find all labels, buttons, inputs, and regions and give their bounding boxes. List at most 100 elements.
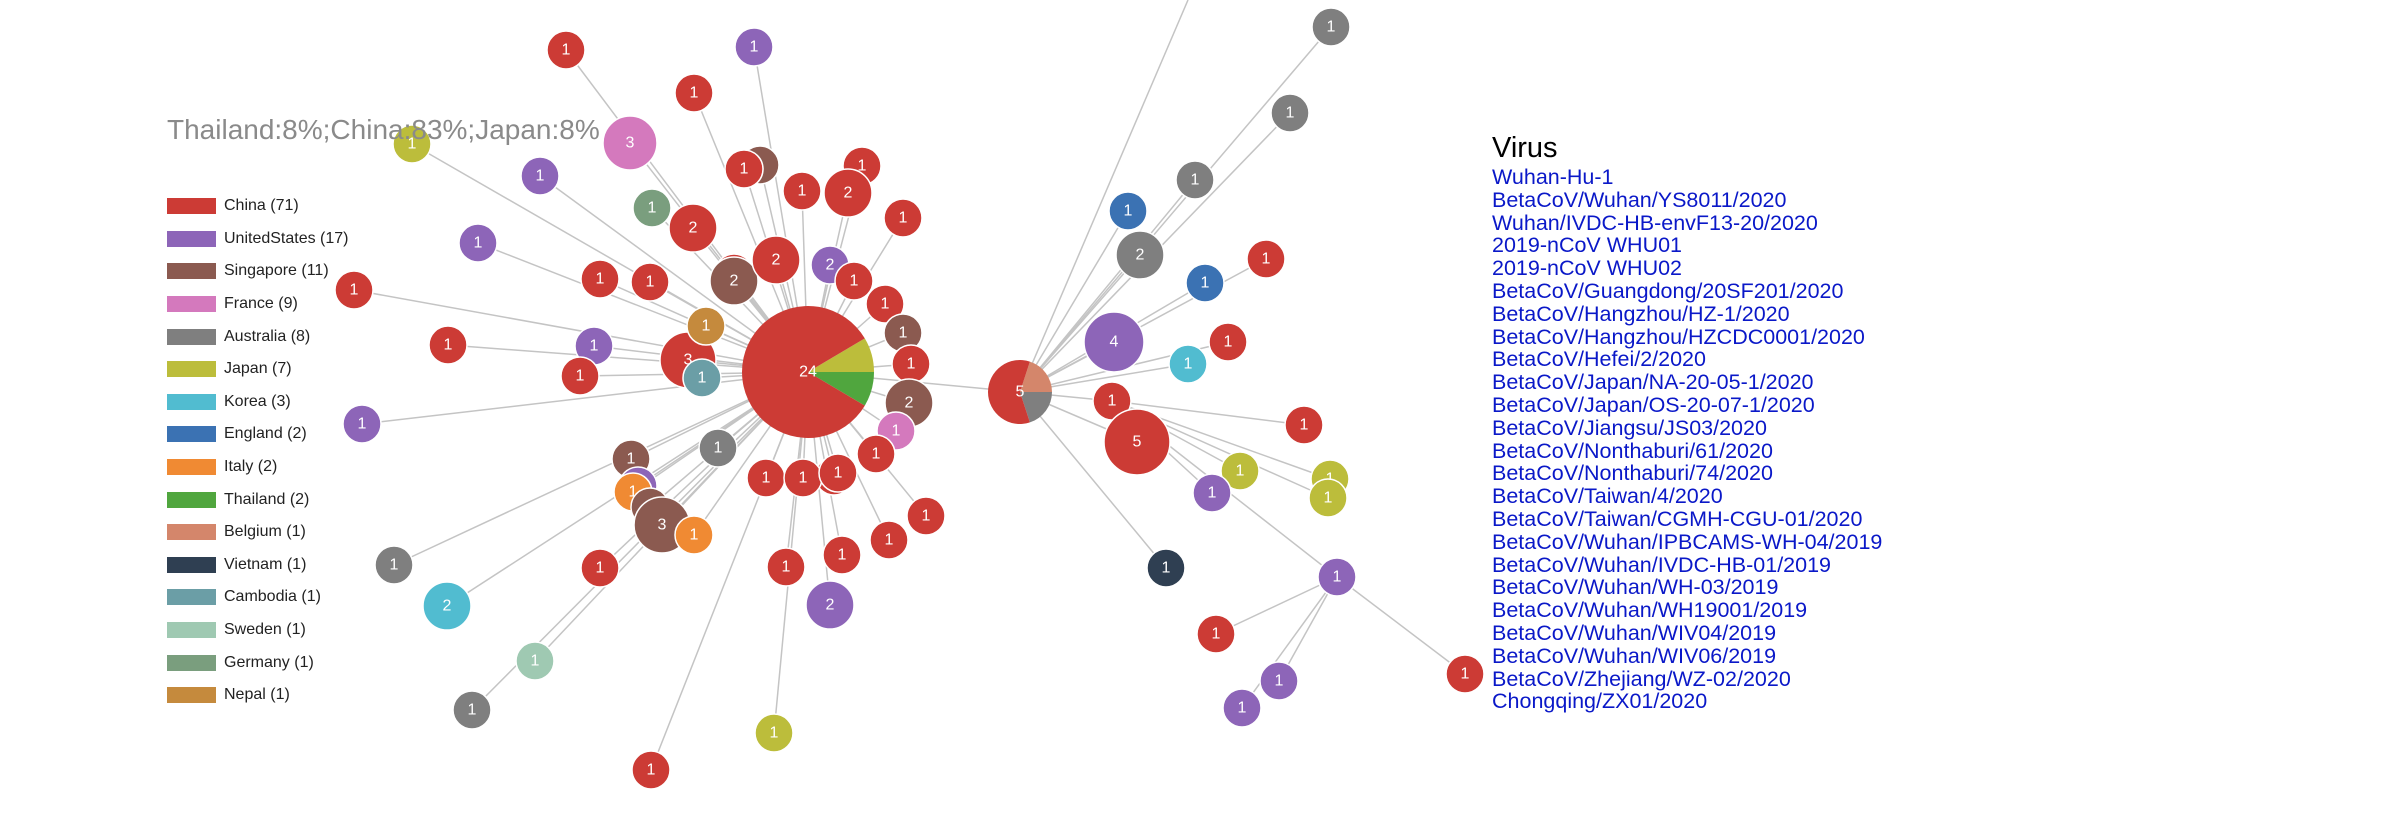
- node-circle[interactable]: [682, 358, 722, 398]
- haplotype-node[interactable]: 1: [1317, 557, 1357, 597]
- haplotype-node[interactable]: 5: [1103, 408, 1171, 476]
- haplotype-node[interactable]: 1: [746, 458, 786, 498]
- virus-item[interactable]: BetaCoV/Japan/NA-20-05-1/2020: [1492, 370, 1814, 395]
- node-circle[interactable]: [520, 156, 560, 196]
- haplotype-node[interactable]: 1: [1284, 405, 1324, 445]
- node-circle[interactable]: [580, 548, 620, 588]
- haplotype-node[interactable]: 1: [734, 27, 774, 67]
- node-circle[interactable]: [823, 168, 873, 218]
- node-circle[interactable]: [422, 581, 472, 631]
- haplotype-node[interactable]: 2: [422, 581, 472, 631]
- haplotype-node[interactable]: 4: [1083, 311, 1145, 373]
- haplotype-node[interactable]: 1: [1308, 478, 1348, 518]
- haplotype-node[interactable]: 1: [1270, 93, 1310, 133]
- node-circle[interactable]: [1220, 451, 1260, 491]
- virus-item[interactable]: BetaCoV/Nonthaburi/74/2020: [1492, 461, 1773, 486]
- node-circle[interactable]: [428, 325, 468, 365]
- node-circle[interactable]: [674, 515, 714, 555]
- haplotype-node[interactable]: 1: [754, 713, 794, 753]
- node-circle[interactable]: [334, 270, 374, 310]
- haplotype-node[interactable]: 1: [674, 515, 714, 555]
- haplotype-node[interactable]: 1: [906, 496, 946, 536]
- haplotype-node[interactable]: 1: [428, 325, 468, 365]
- virus-item[interactable]: BetaCoV/Wuhan/WH-03/2019: [1492, 575, 1779, 600]
- node-circle[interactable]: [452, 690, 492, 730]
- haplotype-node[interactable]: 1: [724, 149, 764, 189]
- node-circle[interactable]: [709, 256, 759, 306]
- haplotype-node[interactable]: 1: [560, 356, 600, 396]
- haplotype-node[interactable]: 3: [602, 115, 658, 171]
- haplotype-node[interactable]: 1: [1259, 661, 1299, 701]
- virus-item[interactable]: BetaCoV/Wuhan/IVDC-HB-01/2019: [1492, 552, 1832, 577]
- node-circle[interactable]: [766, 547, 806, 587]
- node-circle[interactable]: [856, 434, 896, 474]
- virus-item[interactable]: BetaCoV/Wuhan/YS8011/2020: [1492, 187, 1787, 212]
- haplotype-node[interactable]: 1: [580, 548, 620, 588]
- virus-item[interactable]: 2019-nCoV WHU02: [1492, 256, 1683, 281]
- node-circle[interactable]: [883, 198, 923, 238]
- haplotype-node[interactable]: 1: [1092, 381, 1132, 421]
- haplotype-node[interactable]: 2: [751, 235, 801, 285]
- node-circle[interactable]: [1308, 478, 1348, 518]
- haplotype-node[interactable]: 1: [374, 545, 414, 585]
- node-circle[interactable]: [674, 73, 714, 113]
- haplotype-node[interactable]: 1: [698, 428, 738, 468]
- haplotype-node[interactable]: 1: [1185, 263, 1225, 303]
- node-circle[interactable]: [630, 262, 670, 302]
- haplotype-node[interactable]: 1: [458, 223, 498, 263]
- haplotype-node[interactable]: 1: [1311, 7, 1351, 47]
- virus-item[interactable]: Chongqing/ZX01/2020: [1492, 689, 1708, 714]
- node-circle[interactable]: [822, 535, 862, 575]
- virus-item[interactable]: BetaCoV/Taiwan/CGMH-CGU-01/2020: [1492, 506, 1863, 531]
- node-circle[interactable]: [724, 149, 764, 189]
- virus-item[interactable]: BetaCoV/Wuhan/WIV06/2019: [1492, 643, 1777, 668]
- node-circle[interactable]: [546, 30, 586, 70]
- node-circle[interactable]: [782, 171, 822, 211]
- virus-item[interactable]: Wuhan/IVDC-HB-envF13-20/2020: [1492, 210, 1818, 235]
- node-circle[interactable]: [869, 520, 909, 560]
- haplotype-node[interactable]: 1: [1108, 191, 1148, 231]
- haplotype-node[interactable]: 1: [452, 690, 492, 730]
- haplotype-node[interactable]: 1: [1192, 473, 1232, 513]
- virus-item[interactable]: BetaCoV/Nonthaburi/61/2020: [1492, 438, 1773, 463]
- node-circle[interactable]: [1246, 239, 1286, 279]
- node-circle[interactable]: [1103, 408, 1171, 476]
- haplotype-node[interactable]: 1: [865, 284, 905, 324]
- haplotype-node[interactable]: 1: [630, 262, 670, 302]
- haplotype-node[interactable]: 1: [1220, 451, 1260, 491]
- haplotype-node[interactable]: 1: [869, 520, 909, 560]
- node-circle[interactable]: [632, 188, 672, 228]
- node-circle[interactable]: [751, 235, 801, 285]
- haplotype-node[interactable]: 1: [1246, 239, 1286, 279]
- node-circle[interactable]: [1168, 344, 1208, 384]
- node-circle[interactable]: [1259, 661, 1299, 701]
- node-circle[interactable]: [1115, 230, 1165, 280]
- haplotype-node[interactable]: 1: [515, 641, 555, 681]
- node-circle[interactable]: [374, 545, 414, 585]
- haplotype-node[interactable]: 2: [805, 580, 855, 630]
- virus-item[interactable]: BetaCoV/Wuhan/IPBCAMS-WH-04/2019: [1492, 529, 1883, 554]
- haplotype-node[interactable]: 1: [891, 344, 931, 384]
- node-circle[interactable]: [1208, 322, 1248, 362]
- haplotype-node[interactable]: 1: [883, 198, 923, 238]
- haplotype-node[interactable]: 1: [818, 453, 858, 493]
- haplotype-node[interactable]: 1: [682, 358, 722, 398]
- node-circle[interactable]: [1445, 654, 1485, 694]
- node-circle[interactable]: [754, 713, 794, 753]
- haplotype-node[interactable]: 1: [520, 156, 560, 196]
- node-circle[interactable]: [1317, 557, 1357, 597]
- haplotype-node[interactable]: 1: [674, 73, 714, 113]
- haplotype-node[interactable]: 1: [766, 547, 806, 587]
- node-circle[interactable]: [686, 306, 726, 346]
- haplotype-node[interactable]: 1: [334, 270, 374, 310]
- haplotype-node[interactable]: 2: [823, 168, 873, 218]
- haplotype-node[interactable]: 1: [1175, 160, 1215, 200]
- node-circle[interactable]: [1108, 191, 1148, 231]
- virus-item[interactable]: BetaCoV/Hangzhou/HZ-1/2020: [1492, 301, 1790, 326]
- haplotype-node[interactable]: 1: [632, 188, 672, 228]
- node-circle[interactable]: [906, 496, 946, 536]
- haplotype-node[interactable]: 1: [822, 535, 862, 575]
- node-circle[interactable]: [1185, 263, 1225, 303]
- haplotype-node[interactable]: 1: [342, 404, 382, 444]
- node-circle[interactable]: [392, 124, 432, 164]
